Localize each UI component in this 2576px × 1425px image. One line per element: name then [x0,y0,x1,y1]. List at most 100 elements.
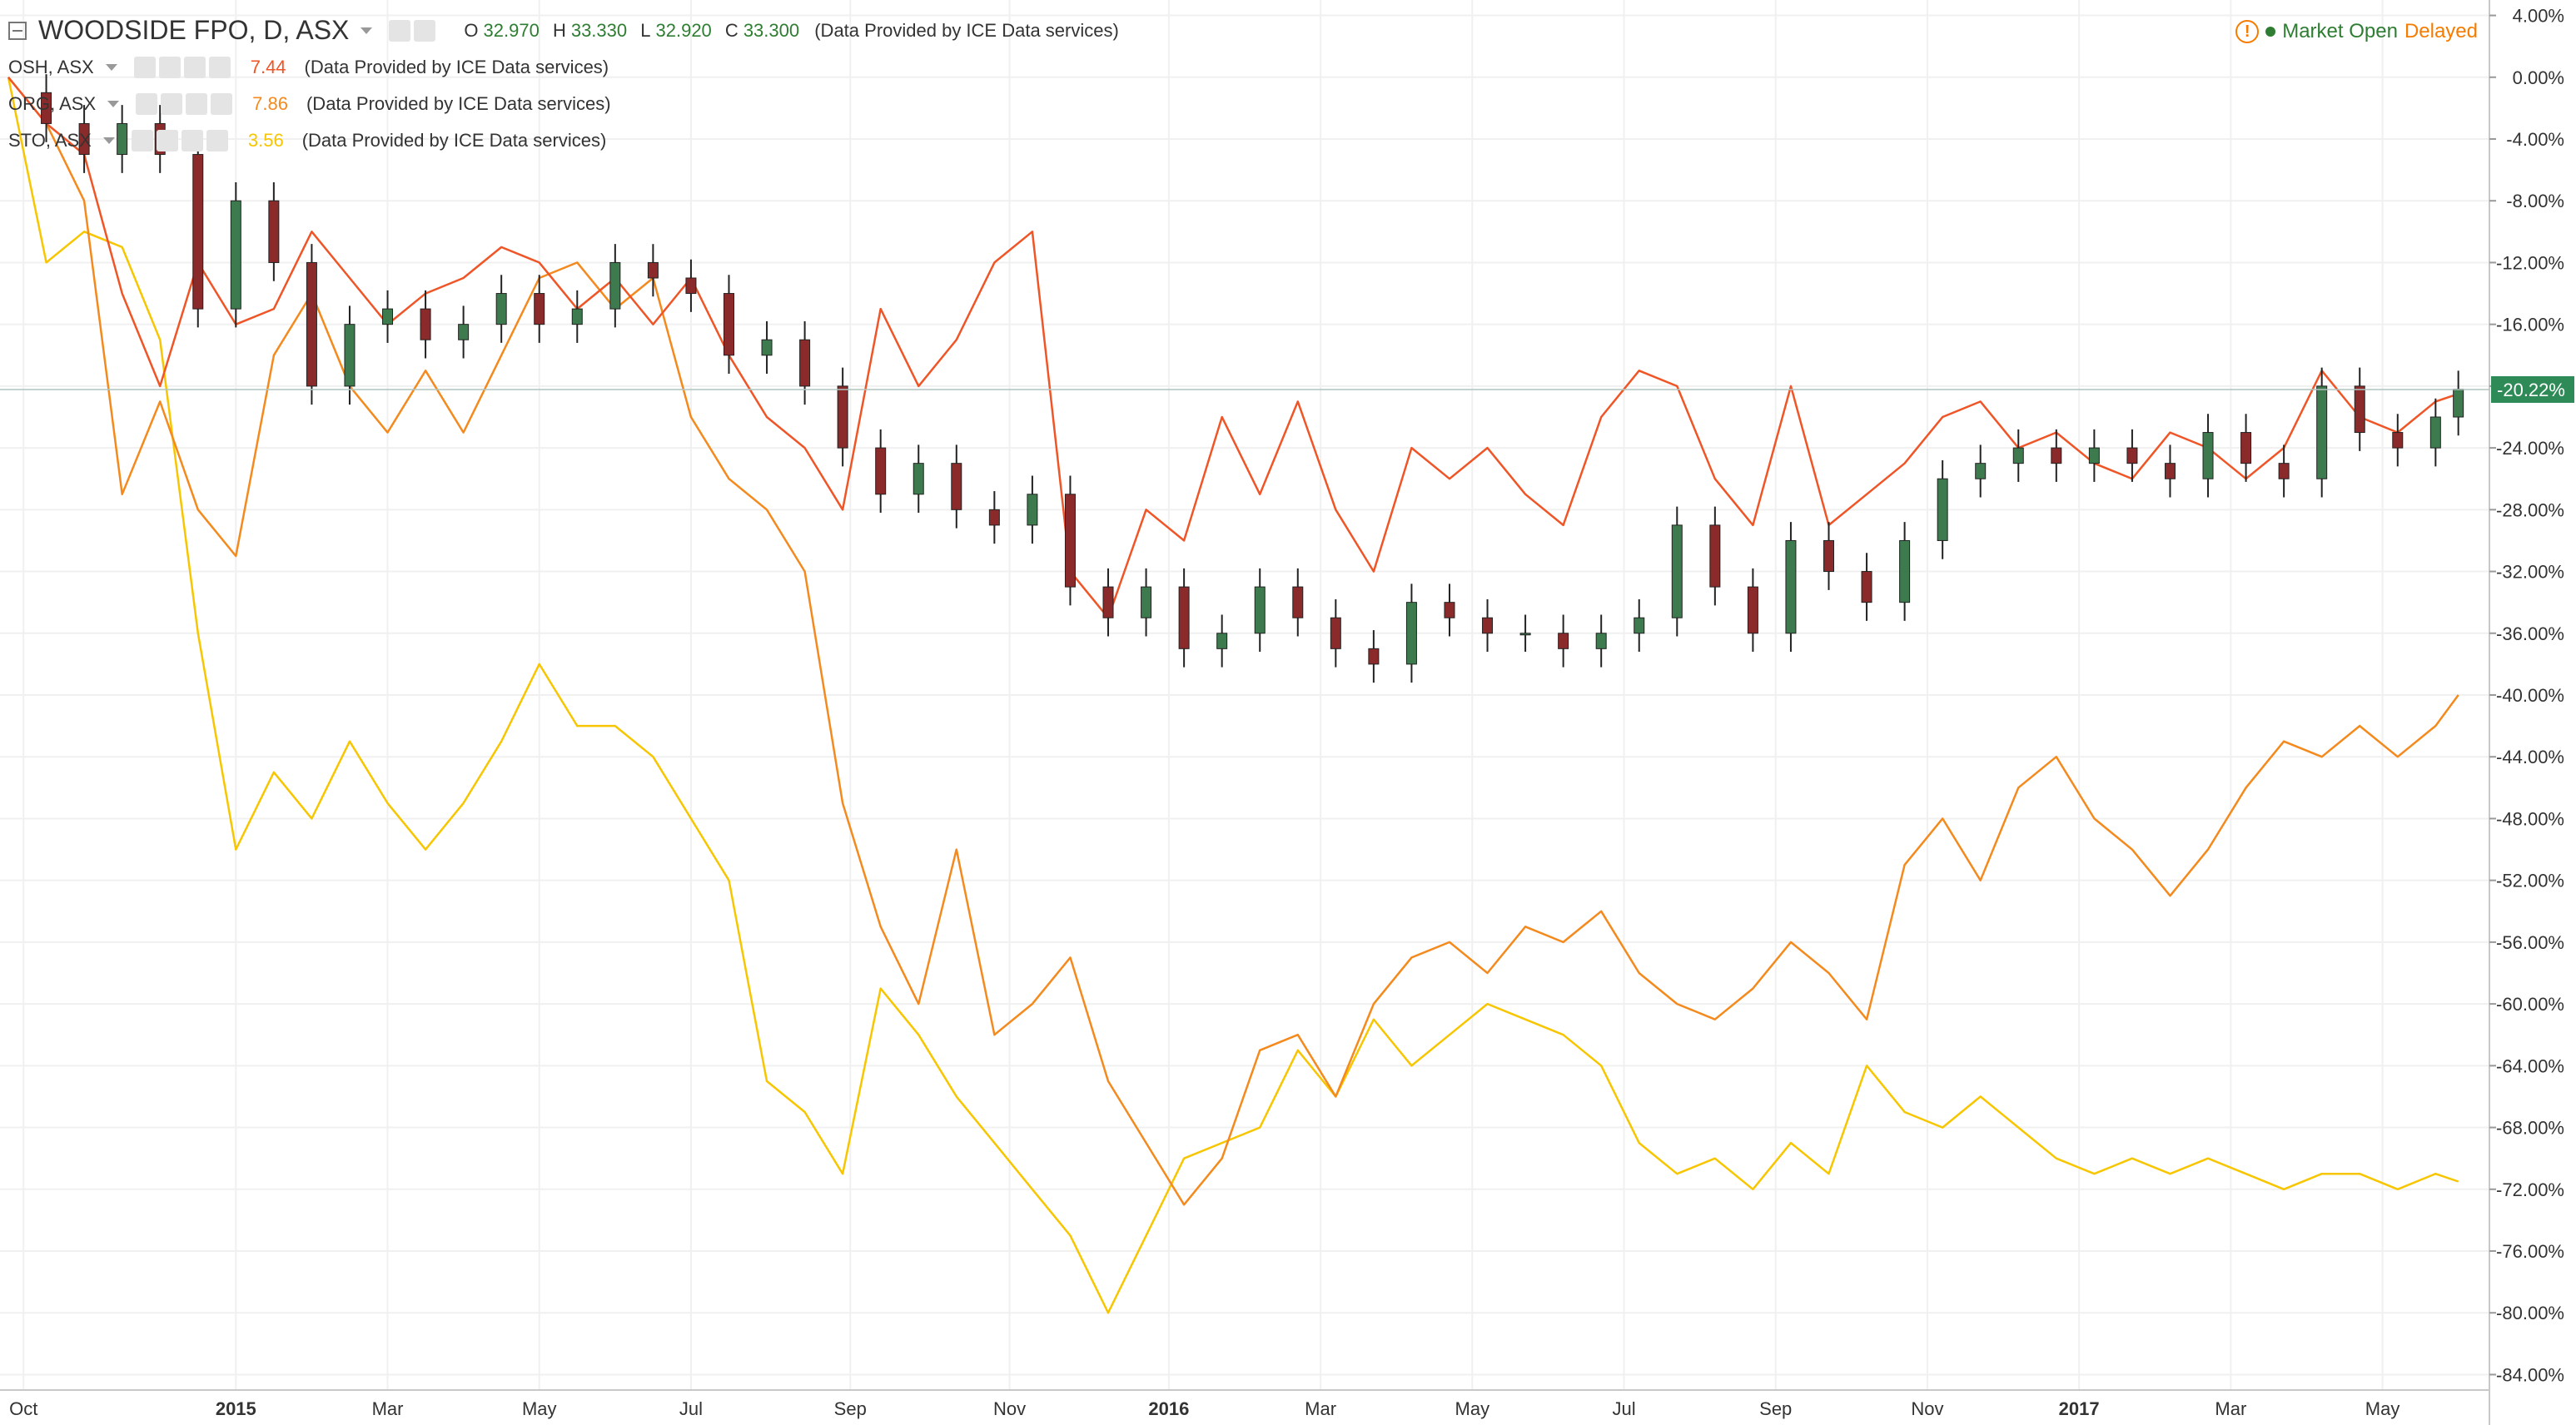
y-tick-label: -68.00% [2496,1118,2564,1139]
x-tick-label: Oct [9,1398,37,1419]
candlestick-series [41,74,2464,683]
y-tick-label: -16.00% [2496,315,2564,335]
candle-body [41,92,52,124]
collapse-legend-icon[interactable] [8,21,27,40]
chevron-down-icon[interactable] [361,27,373,34]
chevron-down-icon[interactable] [102,137,115,144]
low-value: 32.920 [655,19,712,41]
candle-body [2278,463,2290,479]
candle-body [837,385,848,449]
candle-body [2240,432,2252,464]
candle-body [1405,602,1417,665]
x-tick-label: Nov [1911,1398,1943,1419]
gear-icon[interactable] [158,57,181,78]
candle-body [2051,447,2062,464]
y-tick-label: -40.00% [2496,685,2564,706]
eye-icon[interactable] [133,57,156,78]
y-tick-label: -24.00% [2496,438,2564,459]
osh-value: 7.44 [250,57,286,77]
y-tick-label: -64.00% [2496,1055,2564,1076]
plus-icon[interactable] [181,130,203,151]
candle-body [2088,447,2100,464]
candle-body [268,200,280,263]
open-value: 32.970 [483,19,540,41]
candle-body [1709,524,1721,588]
main-series-tools [389,19,436,42]
candle-body [875,447,887,495]
eye-icon[interactable] [389,19,411,42]
plus-icon[interactable] [186,93,208,115]
eye-icon[interactable] [131,130,153,151]
candle-body [761,339,773,356]
gear-icon[interactable] [156,130,178,151]
candle-body [951,463,962,510]
open-label: O [464,19,479,41]
candle-body [2126,447,2138,464]
candle-body [2354,385,2365,434]
y-tick-label: 4.00% [2513,6,2564,27]
x-tick-label: May [522,1398,557,1419]
current-value-text: -20.22% [2497,380,2565,400]
osh-tools [133,57,231,78]
candle-body [344,324,356,387]
low-label: L [640,19,651,41]
org-symbol-label[interactable]: ORG, ASX [8,93,97,114]
x-tick-label: May [1455,1398,1490,1419]
candle-body [420,308,431,340]
candle-body [1937,478,1948,541]
warning-icon[interactable]: ! [2235,20,2260,43]
series-line-sto[interactable] [7,77,2459,1314]
close-icon[interactable] [206,130,228,151]
x-tick-label: Jul [679,1398,703,1419]
candle-body [2453,389,2464,418]
high-label: H [552,19,566,41]
gear-icon[interactable] [161,93,183,115]
candle-body [458,324,470,340]
candle-body [1671,524,1683,618]
time-axis[interactable]: Oct 2015 Mar May Jul Sep Nov 2016 Mar May Jul Sep No… [9,1398,2399,1419]
chevron-down-icon[interactable] [107,101,120,107]
candle-body [1634,617,1645,634]
delayed-text[interactable]: Delayed [2404,20,2478,42]
x-tick-label: May [2365,1398,2400,1419]
y-tick-label: -60.00% [2496,994,2564,1015]
candle-body [534,293,545,325]
candle-body [723,293,734,356]
candle-body [647,261,659,279]
candle-body [2316,385,2328,479]
candle-body [1254,586,1266,634]
series-line-org[interactable] [7,77,2459,1206]
candle-body [192,154,204,310]
candle-body [1861,571,1872,603]
y-tick-label: -12.00% [2496,252,2564,273]
y-tick-label: -80.00% [2496,1303,2564,1323]
candle-body [1141,586,1152,618]
chevron-down-icon[interactable] [105,64,117,71]
plus-icon[interactable] [183,57,206,78]
series-line-osh[interactable] [7,77,2459,619]
current-value-label: -20.22% [2491,375,2574,403]
candle-body [1975,463,1987,479]
y-tick-label: -76.00% [2496,1241,2564,1262]
candle-body [913,463,924,495]
candle-body [1558,633,1569,649]
candle-body [306,261,317,387]
gear-icon[interactable] [414,19,436,42]
org-tools [136,93,233,115]
main-series-legend: WOODSIDE FPO, D, ASX O 32.970 H 33.330 L 32… [8,15,1119,46]
org-provider-text: (Data Provided by ICE Data services) [306,93,611,114]
candle-body [1330,617,1341,649]
close-icon[interactable] [211,93,233,115]
candle-body [1444,602,1455,618]
sto-tools [131,130,228,151]
price-axis[interactable]: 4.00% 0.00% -4.00% -8.00% -12.00% -16.00% -20.… [2489,6,2564,1386]
main-symbol-label[interactable]: WOODSIDE FPO, D, ASX [38,15,350,45]
y-tick-label: -36.00% [2496,623,2564,644]
osh-symbol-label[interactable]: OSH, ASX [8,57,94,77]
close-icon[interactable] [208,57,231,78]
eye-icon[interactable] [136,93,158,115]
ohlc-values: O 32.970 H 33.330 L 32.920 C 33.300 (Data Pr… [455,20,1118,42]
sto-symbol-label[interactable]: STO, ASX [8,130,92,151]
candle-body [1747,586,1758,634]
